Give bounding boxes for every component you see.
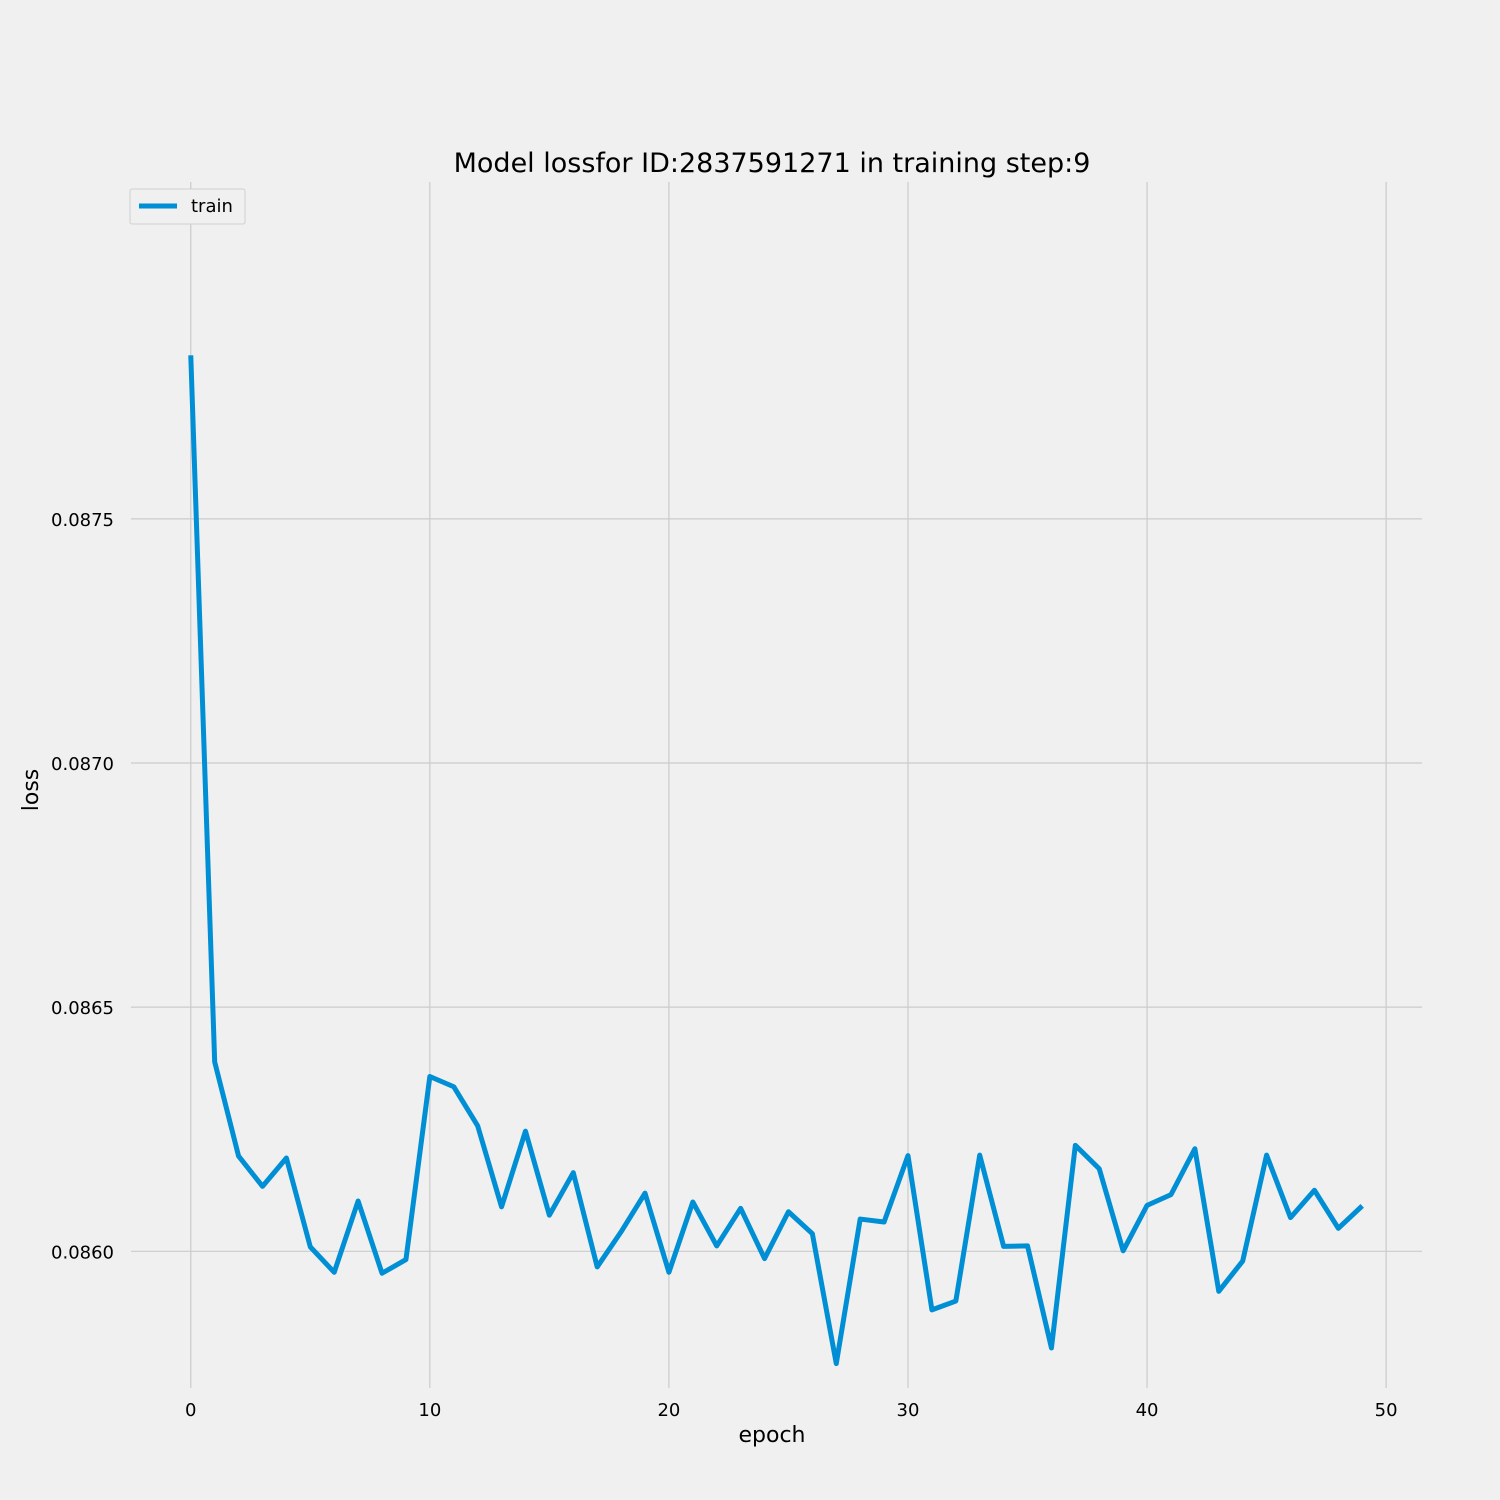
data-point-train-0 <box>190 354 192 356</box>
x-tick-label-0: 0 <box>185 1400 196 1421</box>
x-tick-label-3: 30 <box>897 1400 920 1421</box>
data-point-train-15 <box>548 1214 550 1216</box>
x-tick-label-4: 40 <box>1136 1400 1159 1421</box>
data-point-train-21 <box>692 1201 694 1203</box>
x-tick-label-5: 50 <box>1375 1400 1398 1421</box>
x-tick-label-1: 10 <box>418 1400 441 1421</box>
data-point-train-35 <box>1027 1245 1029 1247</box>
data-point-train-9 <box>405 1259 407 1261</box>
data-point-train-3 <box>261 1185 263 1187</box>
chart-title: Model lossfor ID:2837591271 in training … <box>454 148 1091 179</box>
data-point-train-43 <box>1218 1290 1220 1292</box>
x-gridlines <box>190 182 1387 1388</box>
data-point-train-49 <box>1361 1205 1363 1207</box>
legend-label-train: train <box>191 196 233 217</box>
y-tick-labels: 0.0860 0.0865 0.0870 0.0875 <box>51 510 114 1263</box>
x-tick-label-2: 20 <box>657 1400 680 1421</box>
data-point-train-16 <box>572 1172 574 1174</box>
data-point-train-39 <box>1122 1250 1124 1252</box>
data-point-train-36 <box>1050 1347 1052 1349</box>
data-point-train-30 <box>907 1155 909 1157</box>
y-axis-label: loss <box>19 769 44 812</box>
data-point-train-46 <box>1290 1217 1292 1219</box>
data-point-train-1 <box>214 1061 216 1063</box>
data-point-train-26 <box>811 1233 813 1235</box>
data-point-train-6 <box>333 1271 335 1273</box>
data-point-train-4 <box>285 1157 287 1159</box>
data-point-train-27 <box>835 1363 837 1365</box>
data-point-train-45 <box>1266 1154 1268 1156</box>
data-point-train-28 <box>859 1218 861 1220</box>
series-layer <box>188 354 1364 1367</box>
data-point-train-12 <box>477 1125 479 1127</box>
data-point-train-5 <box>309 1246 311 1248</box>
y-tick-label-0: 0.0860 <box>51 1242 114 1263</box>
y-gridlines <box>131 518 1422 1252</box>
data-point-train-20 <box>668 1271 670 1273</box>
series-line-train <box>188 355 1364 1367</box>
legend: train <box>129 188 246 225</box>
data-point-train-7 <box>357 1200 359 1202</box>
data-point-train-23 <box>740 1207 742 1209</box>
data-point-train-33 <box>979 1154 981 1156</box>
data-point-train-38 <box>1098 1168 1100 1170</box>
data-point-train-44 <box>1242 1260 1244 1262</box>
data-point-train-8 <box>381 1272 383 1274</box>
data-point-train-2 <box>238 1155 240 1157</box>
data-point-train-25 <box>787 1211 789 1213</box>
y-tick-label-3: 0.0875 <box>51 510 114 531</box>
data-point-train-37 <box>1074 1144 1076 1146</box>
data-point-train-40 <box>1146 1204 1148 1206</box>
data-point-train-41 <box>1170 1194 1172 1196</box>
data-point-train-11 <box>453 1086 455 1088</box>
data-point-train-22 <box>716 1245 718 1247</box>
data-point-train-31 <box>931 1309 933 1311</box>
data-point-train-17 <box>596 1266 598 1268</box>
data-point-train-13 <box>501 1206 503 1208</box>
x-tick-labels: 0 10 20 30 40 50 <box>185 1400 1398 1421</box>
y-tick-label-1: 0.0865 <box>51 998 114 1019</box>
data-point-train-42 <box>1194 1148 1196 1150</box>
data-point-train-24 <box>764 1258 766 1260</box>
data-point-train-10 <box>429 1075 431 1077</box>
data-point-train-18 <box>620 1231 622 1233</box>
data-point-train-19 <box>644 1192 646 1194</box>
data-point-train-32 <box>955 1300 957 1302</box>
x-axis-label: epoch <box>739 1423 806 1448</box>
legend-box <box>129 188 246 225</box>
data-point-train-14 <box>524 1130 526 1132</box>
data-point-train-48 <box>1337 1227 1339 1229</box>
data-point-train-47 <box>1313 1189 1315 1191</box>
y-tick-label-2: 0.0870 <box>51 754 114 775</box>
data-point-train-29 <box>883 1221 885 1223</box>
data-point-train-34 <box>1003 1245 1005 1247</box>
